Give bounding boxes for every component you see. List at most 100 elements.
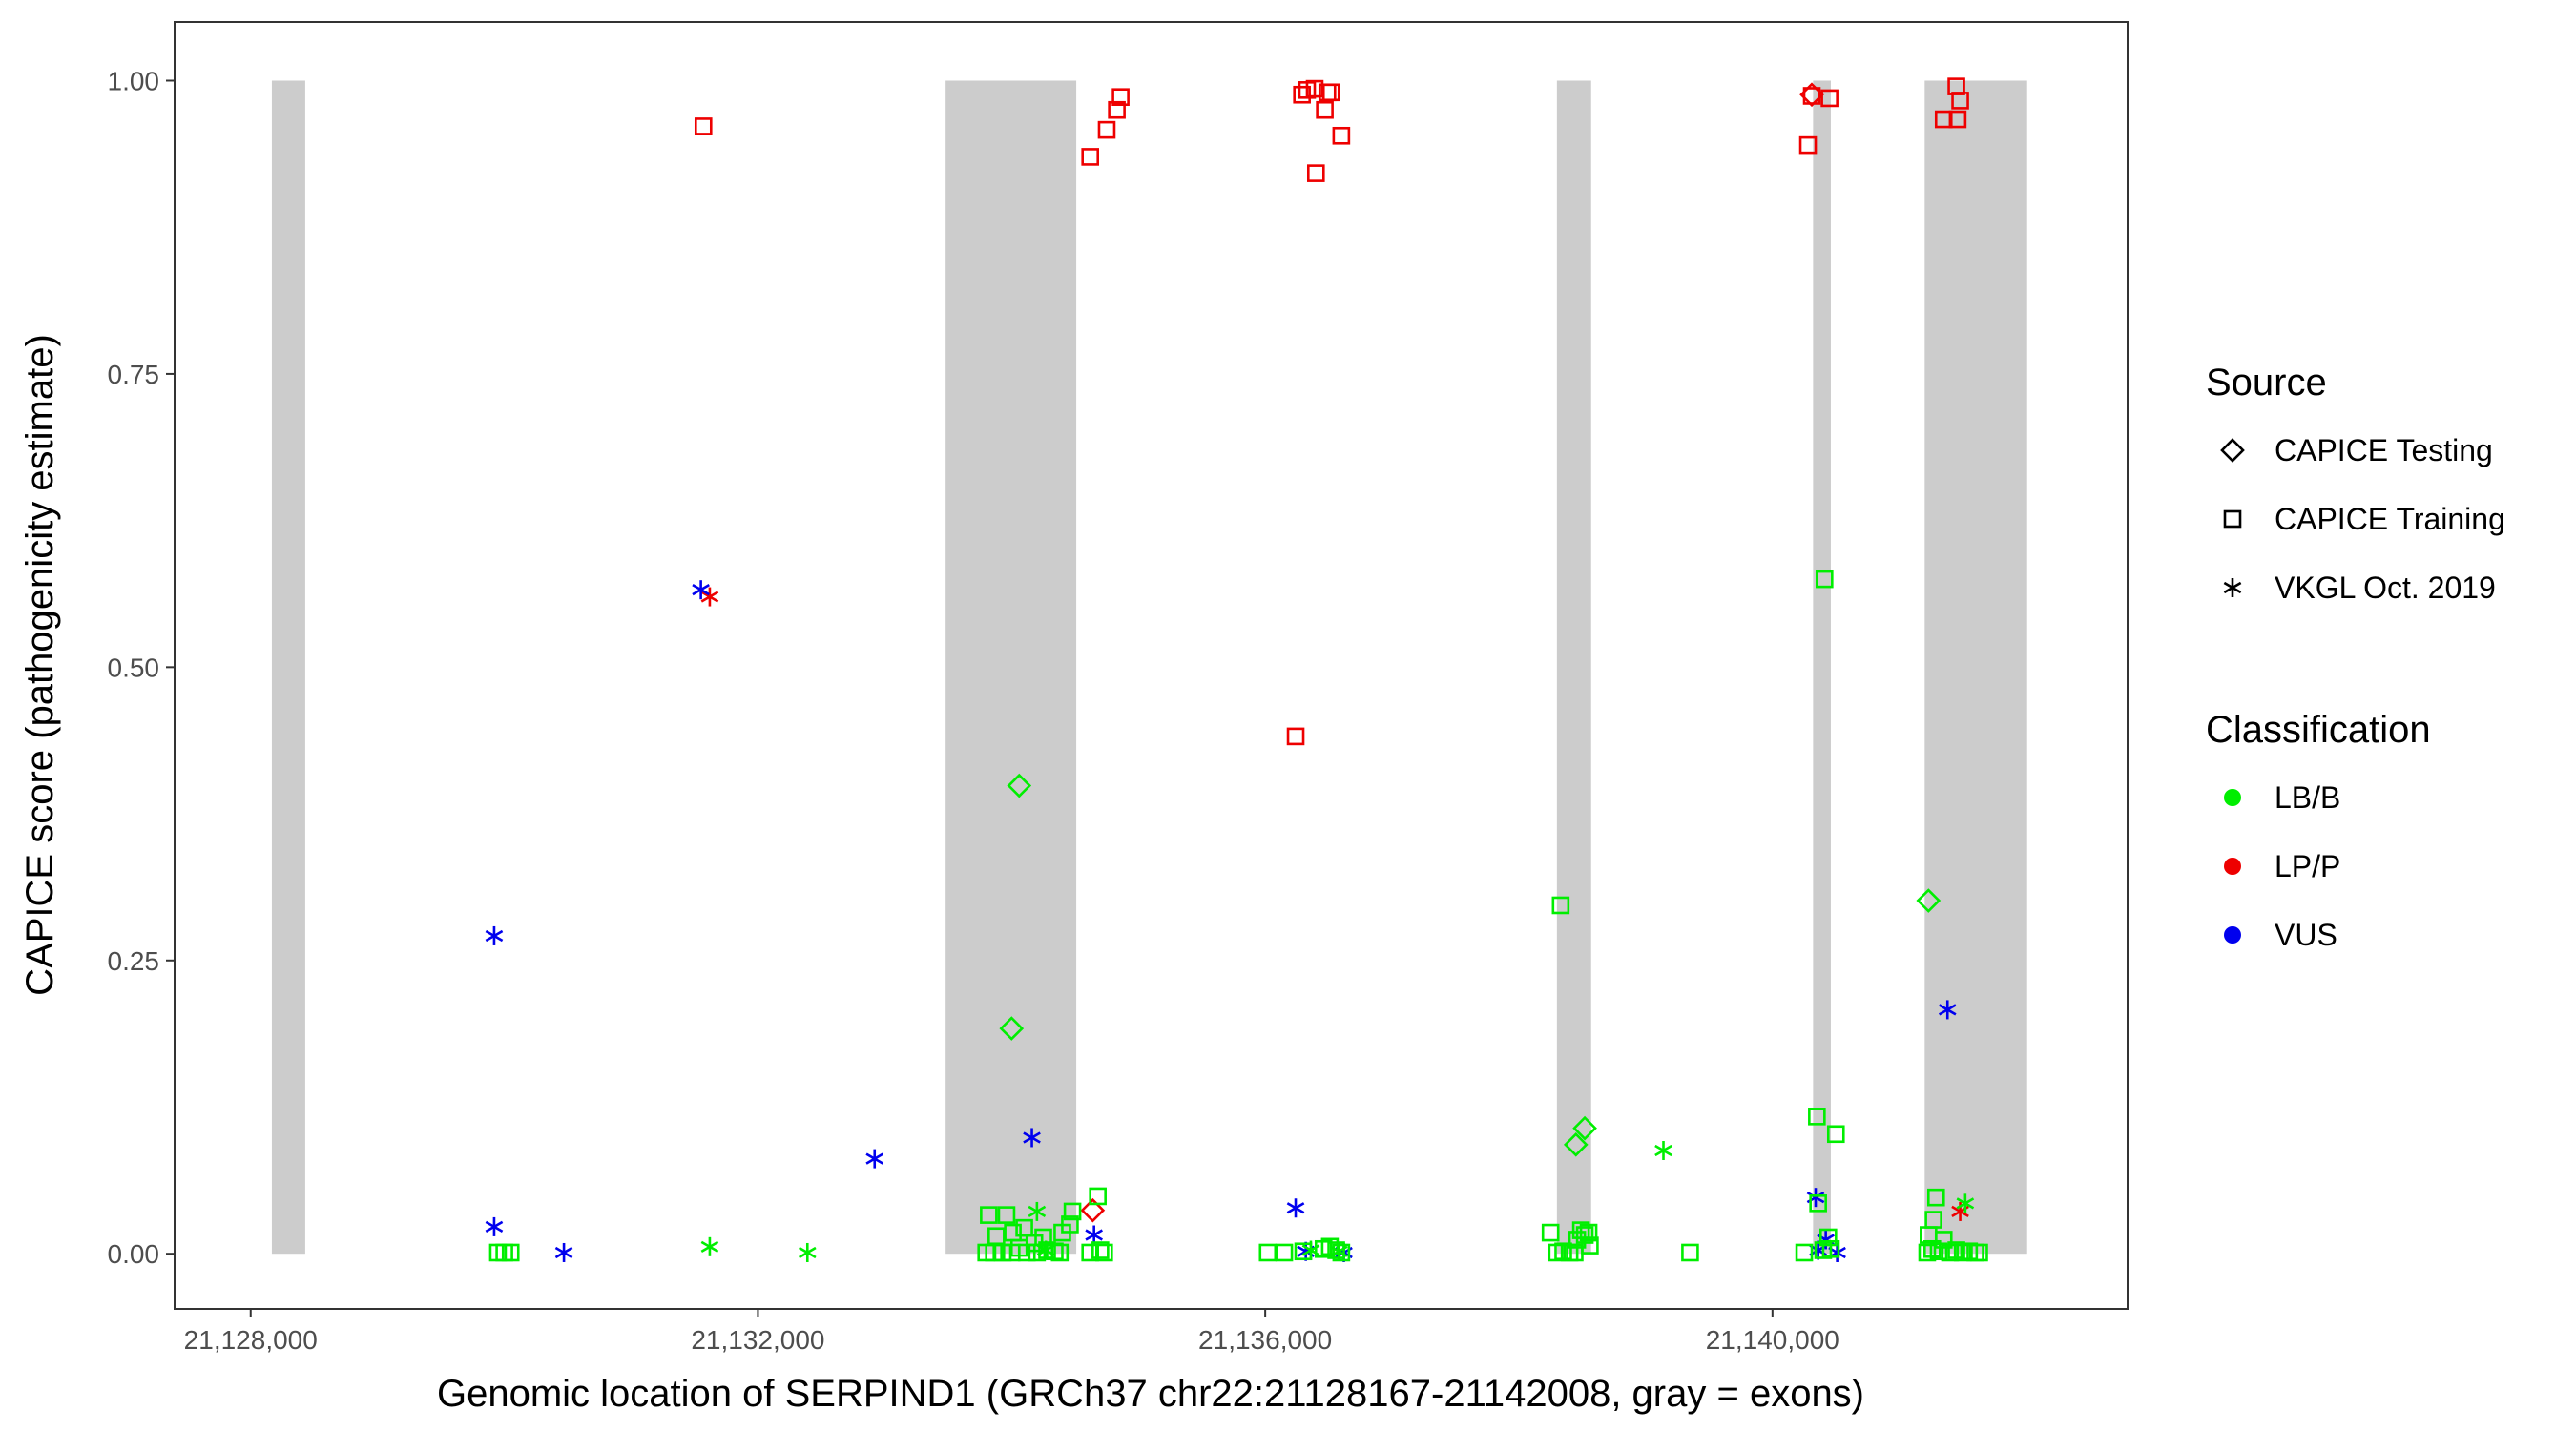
data-point (700, 587, 719, 607)
data-point (1028, 1201, 1047, 1221)
data-point (1808, 1108, 1826, 1126)
legend-source-item: CAPICE Training (2223, 502, 2505, 536)
data-point (694, 117, 713, 135)
data-point (1321, 83, 1340, 102)
data-point (1654, 1140, 1672, 1160)
data-point (1015, 1218, 1033, 1237)
data-point (1332, 126, 1351, 145)
legend-source-item: CAPICE Testing (2220, 433, 2493, 467)
data-point (1819, 1228, 1838, 1247)
exon-band (1556, 80, 1591, 1255)
data-point (1929, 1242, 1948, 1261)
data-point (1294, 1242, 1313, 1261)
legend-key-dot (2224, 858, 2241, 875)
data-point (1799, 82, 1824, 108)
plot-background (175, 22, 2128, 1309)
y-tick-label: 0.00 (108, 1239, 160, 1269)
data-point (1293, 85, 1311, 104)
data-point (1023, 1128, 1041, 1148)
data-point (865, 1149, 884, 1169)
data-point (1306, 164, 1325, 182)
data-point (1081, 148, 1099, 166)
data-point (798, 1242, 817, 1262)
data-point (1541, 1223, 1560, 1242)
data-points (485, 77, 1988, 1262)
data-point (1327, 1241, 1345, 1259)
data-point (1566, 1243, 1584, 1262)
data-point (1795, 1243, 1814, 1262)
data-point (1108, 100, 1126, 119)
data-point (1938, 1000, 1957, 1020)
data-point (1951, 92, 1969, 110)
data-point (1085, 1225, 1103, 1245)
legend-class-item: LB/B (2224, 780, 2340, 815)
data-point (554, 1242, 573, 1262)
data-point (1091, 1241, 1110, 1259)
data-point (1821, 1239, 1840, 1258)
exon-band (1924, 80, 2027, 1255)
data-point (1947, 1241, 1965, 1259)
data-point (1314, 1239, 1333, 1258)
y-axis: 0.00 0.25 0.50 0.75 1.00 (108, 66, 175, 1269)
data-point (1916, 888, 1942, 913)
legend-source-title: Source (2206, 362, 2327, 404)
legend-key-dot (2224, 926, 2241, 944)
data-point (1579, 1223, 1598, 1242)
data-point (485, 1216, 504, 1236)
data-point (1575, 1226, 1594, 1244)
data-point (485, 925, 504, 945)
data-point (1563, 1132, 1589, 1157)
x-axis: 21,128,000 21,132,000 21,136,000 21,140,000 (184, 1309, 1839, 1355)
legend-class-item: VUS (2224, 918, 2337, 952)
legend-key-diamond (2220, 438, 2245, 463)
data-point (1816, 570, 1834, 589)
legend-key-asterisk (2223, 578, 2242, 597)
legend-class-label: VUS (2275, 918, 2337, 952)
data-point (1924, 1211, 1942, 1229)
data-point (1923, 1239, 1942, 1258)
data-point (1038, 1241, 1056, 1259)
data-point (999, 1016, 1025, 1041)
data-point (1017, 1243, 1036, 1262)
data-point (1941, 1243, 1960, 1262)
data-point (1572, 1115, 1597, 1141)
data-point (1063, 1202, 1082, 1221)
legend-classification-title: Classification (2206, 709, 2431, 751)
data-point (1316, 100, 1334, 119)
data-point (501, 1243, 520, 1262)
data-point (1934, 1231, 1953, 1249)
plot-border (174, 21, 2129, 1310)
data-point (1320, 1237, 1340, 1256)
exon-regions (271, 80, 2027, 1255)
data-point (1826, 1125, 1845, 1144)
legend-source-items: CAPICE Testing CAPICE Training VKGL Oct. 2… (2220, 433, 2505, 605)
data-point (1061, 1215, 1079, 1234)
data-point (700, 1236, 719, 1256)
data-point (1111, 88, 1130, 107)
data-point (1820, 89, 1839, 108)
legend-class-items: LB/B LP/P VUS (2224, 780, 2340, 952)
data-point (997, 1206, 1016, 1224)
legend: Source CAPICE Testing CAPICE Training VKGL… (2206, 362, 2505, 952)
y-axis-title: CAPICE score (pathogenicity estimate) (19, 334, 61, 996)
data-point (1286, 1198, 1305, 1218)
data-point (1681, 1243, 1699, 1262)
data-point (1028, 1243, 1047, 1262)
data-point (1956, 1193, 1975, 1213)
data-point (1275, 1243, 1294, 1262)
exon-band (271, 80, 305, 1255)
legend-class-label: LB/B (2275, 780, 2340, 815)
legend-class-label: LP/P (2275, 849, 2340, 883)
y-tick-label: 0.25 (108, 946, 160, 976)
legend-source-label: CAPICE Training (2275, 502, 2505, 536)
data-point (1551, 896, 1570, 915)
legend-source-label: CAPICE Testing (2275, 433, 2493, 467)
data-point (1007, 773, 1032, 798)
legend-key-square (2223, 509, 2242, 529)
data-point (1050, 1243, 1070, 1262)
x-tick-label: 21,132,000 (691, 1325, 824, 1355)
y-tick-label: 0.50 (108, 653, 160, 682)
y-tick-label: 0.75 (108, 360, 160, 389)
data-point (1332, 1243, 1351, 1262)
